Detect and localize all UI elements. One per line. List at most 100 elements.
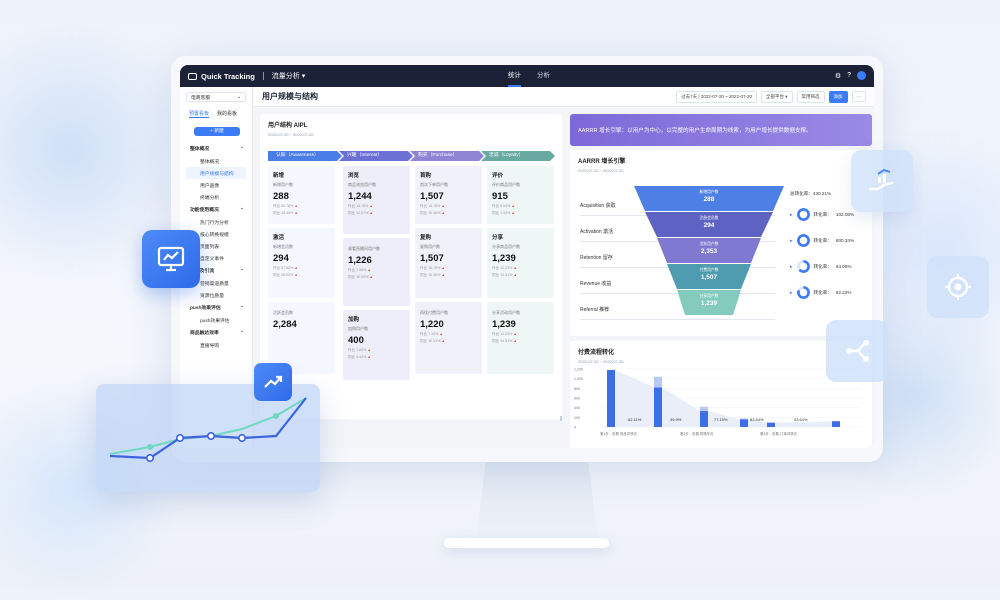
metric-card-yoy: 同比 12.07% ▲ [348,211,405,216]
tab-my-boards[interactable]: 我的看板 [217,111,238,117]
mom-text: 环比 6.94% [492,204,511,208]
bar[interactable] [700,411,708,427]
metric-card[interactable]: 首购 首次下单用户数 1,507 环比 16.78% ▲ 同比 15.46% ▲ [415,166,482,224]
new-board-button[interactable]: + 新建 [194,127,240,136]
brand-logo[interactable]: Quick Tracking [188,72,255,81]
sidebar-item[interactable]: 营销渠道质量 [200,282,229,287]
sidebar-group[interactable]: 功能使用概况 ⌄ [186,203,246,216]
metric-card[interactable]: 激活 新增会员数 294 环比 57.65% ▲ 同比 56.00% ▲ [268,228,335,298]
metric-card-title: 加购 [348,317,360,323]
sidebar-item[interactable]: 核心转换规模 [200,233,229,238]
sidebar-item[interactable]: 用户规模与结构 [186,167,246,179]
chevron-down-icon: ⌄ [239,206,244,211]
mom-text: 环比 12.23% [492,266,513,270]
bar[interactable] [607,369,615,427]
bar-dropoff[interactable] [654,376,662,388]
module-switcher[interactable]: 流量分析 ▾ [271,73,306,80]
metric-card[interactable]: 评价 评价商品用户数 915 环比 6.94% ▲ 同比 1.03% ▲ [487,166,554,224]
app-selector-value: 电商客服 [191,95,211,101]
tab-analysis[interactable]: 分析 [537,72,550,79]
funnel-level-label: 分享用户数 [699,294,719,298]
sidebar-group[interactable]: 整体概况 ⌄ [186,142,246,155]
bar[interactable] [654,387,662,427]
flow-split-tile [826,320,888,382]
yoy-text: 同比 10.00% [348,275,369,279]
bar-dropoff[interactable] [700,406,708,412]
tab-stats[interactable]: 统计 [508,65,521,87]
conversion-label: 转化率： [813,237,832,243]
more-button[interactable]: ··· [851,91,866,102]
mom-text: 环比 57.65% [273,266,294,270]
metric-card[interactable]: 复购 复购用户数 1,507 环比 16.78% ▲ 同比 15.46% ▲ [415,228,482,298]
metric-card-title: 首购 [420,173,432,179]
flow-split-icon [846,340,869,362]
payment-title: 付费流程转化 [578,350,615,356]
funnel-level[interactable]: 活跃用户数 2,353 [657,238,761,263]
yoy-text: 同比 56.00% [273,273,294,277]
sidebar-item[interactable]: 直播导购 [200,344,220,349]
sidebar-group[interactable]: push效果评估 ⌄ [186,301,246,314]
bracket-arrow-icon: ▸ [790,289,793,296]
sidebar-item[interactable]: 热门行为分析 [200,221,229,226]
common-filter-button[interactable]: 常用筛选 [796,90,825,103]
aipl-stage: 忠诚（Loyalty） [481,151,555,161]
sidebar-group[interactable]: 营销及引流 ⌄ [186,264,246,277]
sidebar-group-label: 营销及引流 [190,269,214,274]
metric-card[interactable]: 观看直播间用户数 1,226 环比 7.36% ▲ 同比 10.00% ▲ [343,238,410,306]
scrollbar[interactable] [560,416,562,421]
metric-card[interactable]: 新增 新增用户数 288 环比 50.78% ▲ 同比 48.46% ▲ [268,166,335,224]
funnel-level[interactable]: 付费用户数 1,507 [667,264,751,289]
aarrr-row-label: Revenue 收益 [580,281,612,287]
sidebar-item[interactable]: push效果评估 [200,319,230,324]
bar-dropoff[interactable] [740,418,748,420]
chevron-down-icon: ⌄ [239,304,244,309]
app-selector[interactable]: 电商客服 ⌄ [186,92,246,102]
bar[interactable] [740,419,748,427]
funnel-level[interactable]: 注册会员数 294 [645,212,773,237]
metric-card[interactable]: 分享 分享商品用户数 1,239 环比 12.23% ▲ 同比 14.51% ▲ [487,228,554,298]
help-icon[interactable]: ? [847,72,851,79]
sidebar-item[interactable]: 资源位质量 [200,294,224,299]
funnel-level[interactable]: 分享用户数 1,239 [677,290,741,315]
yoy-text: 同比 15.46% [420,273,441,277]
page-header: 用户规模与结构 过去7天 | 2022-07-20 ~ 2022-07-20 全… [254,87,874,107]
metric-card[interactable]: 活跃会员数 2,284 [268,302,335,374]
x-category-label: 第2步：查看-购物车页 [680,431,714,436]
metric-card-value: 294 [273,253,289,264]
sidebar-item[interactable]: 整体概况 [200,160,220,165]
trend-tile [254,363,292,401]
settings-icon[interactable]: ⚙ [834,72,842,80]
sidebar-item[interactable]: 终端分析 [200,196,220,201]
tab-preset-boards[interactable]: 预置看板 [189,111,210,118]
sidebar-item[interactable]: 自定义事件 [200,257,224,262]
sidebar-group[interactable]: 商品触达效率 ⌄ [186,326,246,339]
metric-card-mom: 环比 16.78% ▲ [420,266,477,271]
funnel-level[interactable]: 新增用户数 288 [634,186,784,211]
metric-card[interactable]: 加购 加购用户数 400 环比 7.82% ▲ 同比 4.44% ▲ [343,310,410,380]
metric-card-value: 400 [348,335,364,346]
date-range-picker[interactable]: 过去7天 | 2022-07-20 ~ 2022-07-20 [676,90,757,103]
metric-card-value: 1,244 [348,191,372,202]
metric-card[interactable]: 浏览 商品浏览用户数 1,244 环比 15.78% ▲ 同比 12.07% ▲ [343,166,410,234]
add-button[interactable]: 添加 [828,90,848,103]
metric-card[interactable]: 分享活动用户数 1,239 环比 12.23% ▲ 同比 14.51% ▲ [487,302,554,374]
metric-card-label: 新增用户数 [273,182,293,187]
chevron-down-icon: ⌄ [239,329,244,334]
metric-card[interactable]: 再续付费用户数 1,220 环比 7.10% ▲ 同比 10.01% ▲ [415,302,482,374]
total-conversion: 总转化率：430.21% [790,191,832,196]
metric-card-value: 288 [273,191,289,202]
arrow-up-icon: ▲ [511,204,515,208]
sidebar-item[interactable]: 用户画像 [200,184,220,189]
metric-card-label: 首次下单用户数 [420,182,448,187]
top-navigation-bar: Quick Tracking 流量分析 ▾ 统计 分析 ⚙ ? [180,65,874,87]
target-icon [945,274,971,300]
arrow-up-icon: ▲ [294,211,298,215]
avatar[interactable] [857,71,866,80]
metric-card-title: 分享 [492,235,504,241]
aipl-stage: 认知（Awareness） [268,151,342,161]
sidebar-item[interactable]: 页面列表 [200,245,220,250]
platform-select[interactable]: 全部平台 ▾ [760,90,793,103]
bar[interactable] [767,422,775,427]
funnel-level-value: 1,507 [700,274,718,281]
bar[interactable] [832,421,840,427]
